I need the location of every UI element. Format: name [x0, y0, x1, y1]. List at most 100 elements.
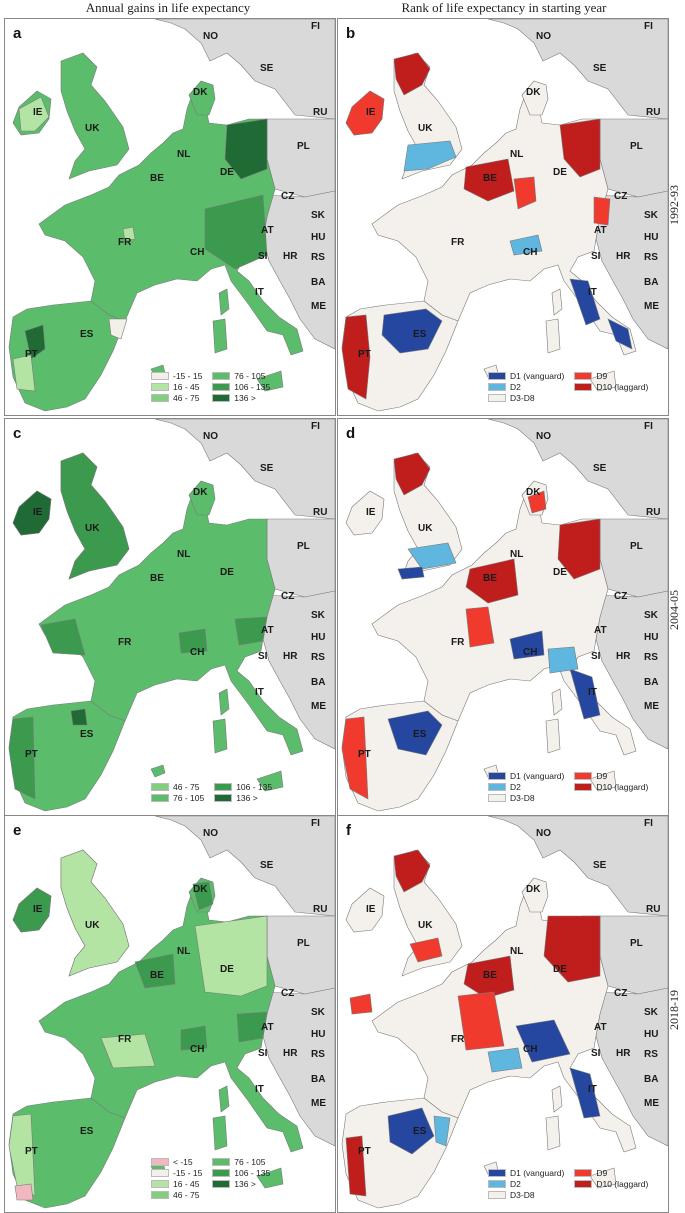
region-patch-11 — [607, 318, 633, 350]
legend-label: 76 - 105 — [234, 1156, 266, 1167]
country-label-hr: HR — [283, 251, 298, 262]
country-label-be: BE — [483, 970, 497, 981]
row-label-1992-93: 1992-93 — [667, 185, 681, 225]
non-study-country-0 — [487, 816, 668, 917]
region-patch-3 — [465, 606, 495, 648]
legend: D1 (vanguard) D2 D3-D8 D9 D10 (laggard) — [488, 770, 648, 803]
region-patch-3 — [457, 991, 505, 1051]
country-label-ba: BA — [311, 677, 326, 688]
region-corsica — [218, 1085, 230, 1113]
country-label-uk: UK — [85, 920, 100, 931]
country-label-es: ES — [413, 329, 427, 340]
region-patch-9 — [397, 566, 425, 580]
region-patch-2 — [134, 953, 176, 989]
region-patch-1 — [543, 915, 601, 983]
map-a — [8, 19, 335, 412]
region-patch-2 — [24, 324, 46, 360]
region-patch-8 — [407, 542, 457, 570]
legend-swatch — [488, 782, 506, 791]
country-label-fr: FR — [451, 237, 465, 248]
country-label-ba: BA — [311, 1074, 326, 1085]
legend-swatch — [151, 1157, 169, 1166]
non-study-country-1 — [266, 915, 335, 995]
country-label-se: SE — [260, 860, 274, 871]
legend-swatch — [151, 1168, 169, 1177]
country-label-pl: PL — [297, 141, 310, 152]
country-label-no: NO — [203, 828, 218, 839]
country-label-sk: SK — [644, 210, 658, 221]
country-label-fi: FI — [311, 421, 320, 432]
country-label-hr: HR — [616, 1048, 631, 1059]
legend-swatch — [212, 1157, 231, 1166]
country-label-rs: RS — [644, 1049, 658, 1060]
country-label-me: ME — [644, 301, 659, 312]
country-label-ch: CH — [523, 647, 538, 658]
country-label-it: IT — [588, 287, 597, 298]
legend-label: < -15 — [173, 1156, 193, 1167]
right-column-title: Rank of life expectancy in starting year — [401, 0, 607, 15]
legend-label: D2 — [510, 781, 521, 792]
legend-item: D9 — [574, 770, 648, 781]
legend-item: D9 — [574, 1167, 648, 1178]
country-label-ru: RU — [646, 904, 661, 915]
country-label-pt: PT — [25, 349, 38, 360]
country-label-uk: UK — [418, 123, 433, 134]
country-label-at: AT — [261, 225, 274, 236]
country-label-fr: FR — [118, 637, 132, 648]
region-patch-2 — [465, 558, 519, 604]
region-patch-5 — [40, 618, 86, 656]
map-e — [8, 816, 335, 1209]
region-sardinia — [545, 318, 561, 354]
country-label-ie: IE — [33, 507, 43, 518]
country-label-no: NO — [536, 828, 551, 839]
country-label-fi: FI — [311, 818, 320, 829]
region-patch-11 — [547, 646, 579, 674]
country-label-sk: SK — [311, 610, 325, 621]
country-label-si: SI — [258, 651, 268, 662]
country-label-sk: SK — [311, 210, 325, 221]
region-uk — [60, 52, 130, 180]
country-label-be: BE — [150, 573, 164, 584]
region-patch-1 — [60, 452, 130, 580]
country-label-hr: HR — [616, 651, 631, 662]
legend: -15 - 15 16 - 45 46 - 75 76 - 105 106 - 135 1… — [151, 370, 270, 403]
legend-item: 16 - 45 — [151, 381, 202, 392]
legend-item: 106 - 135 — [212, 381, 270, 392]
region-patch-10 — [409, 937, 443, 963]
row-label-2004-05: 2004-05 — [667, 590, 681, 630]
legend-swatch — [488, 371, 506, 380]
country-label-es: ES — [80, 729, 94, 740]
country-label-hr: HR — [283, 1048, 298, 1059]
country-label-ba: BA — [644, 677, 659, 688]
legend-label: D9 — [596, 770, 608, 781]
legend-label: D2 — [510, 1178, 521, 1189]
country-label-de: DE — [553, 567, 567, 578]
region-ie — [345, 490, 385, 536]
country-label-ba: BA — [311, 277, 326, 288]
legend-swatch — [151, 393, 169, 402]
region-patch-4 — [192, 881, 214, 911]
country-label-hu: HU — [644, 232, 659, 243]
region-patch-2 — [463, 955, 515, 999]
region-patch-10 — [509, 234, 543, 256]
legend-item: 76 - 105 — [151, 792, 204, 803]
country-label-si: SI — [591, 251, 601, 262]
region-sicily — [589, 370, 617, 392]
panel-letter: a — [13, 25, 22, 42]
region-patch-6 — [487, 1047, 523, 1073]
country-label-fr: FR — [451, 1034, 465, 1045]
country-label-uk: UK — [85, 123, 100, 134]
country-label-pl: PL — [297, 541, 310, 552]
legend-item: 76 - 105 — [212, 1156, 270, 1167]
legend-swatch — [212, 371, 231, 380]
country-label-es: ES — [413, 1126, 427, 1137]
legend-swatch — [151, 782, 169, 791]
country-label-de: DE — [220, 167, 234, 178]
region-corsica — [551, 288, 563, 316]
country-label-be: BE — [150, 970, 164, 981]
legend-swatch — [574, 1168, 593, 1177]
legend-label: 46 - 75 — [173, 781, 200, 792]
legend-swatch — [574, 371, 593, 380]
country-label-cz: CZ — [281, 191, 295, 202]
country-label-be: BE — [150, 173, 164, 184]
